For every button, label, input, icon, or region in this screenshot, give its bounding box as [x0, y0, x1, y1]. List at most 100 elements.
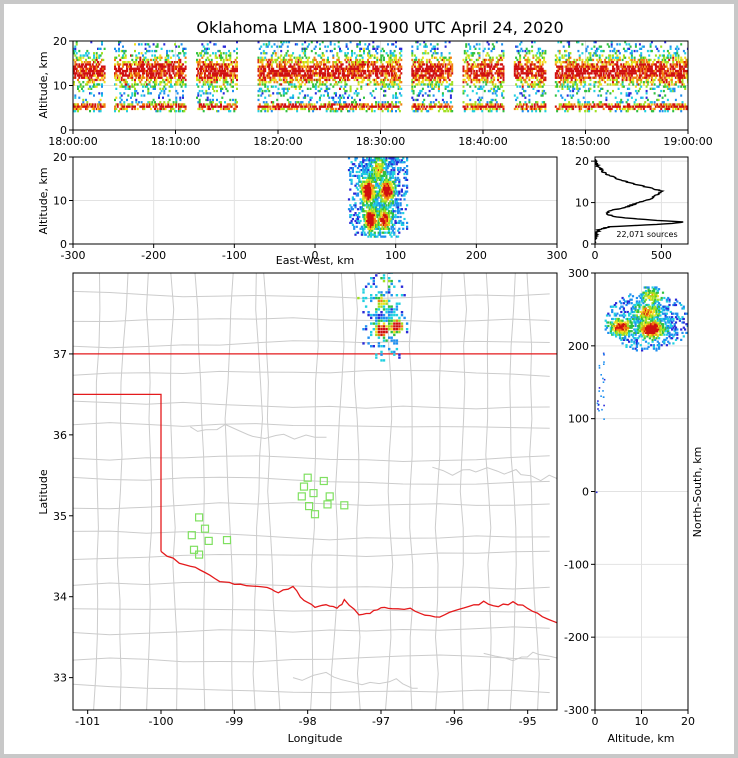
source-cell — [332, 61, 335, 64]
source-cell — [312, 61, 315, 64]
source-cell — [462, 92, 465, 95]
source-cell — [143, 103, 146, 106]
source-cell — [351, 67, 353, 70]
source-cell — [537, 69, 540, 73]
source-cell — [419, 76, 422, 79]
source-cell — [257, 41, 260, 44]
source-cell — [288, 107, 291, 111]
source-cell — [493, 87, 496, 90]
source-cell — [162, 87, 164, 90]
source-cell — [656, 65, 659, 68]
source-cell — [320, 63, 323, 66]
source-cell — [604, 69, 607, 73]
source-cell — [301, 56, 304, 59]
source-cell — [439, 65, 442, 68]
source-cell — [260, 94, 263, 97]
source-cell — [379, 72, 381, 75]
source-cell — [269, 76, 272, 79]
source-cell — [596, 49, 599, 53]
source-cell — [301, 107, 304, 111]
lma-figure: Oklahoma LMA 1800-1900 UTC April 24, 202… — [37, 18, 713, 745]
source-cell — [541, 81, 544, 84]
source-cell — [441, 94, 444, 97]
source-cell — [348, 63, 351, 66]
source-cell — [99, 78, 102, 82]
source-cell — [150, 74, 152, 77]
source-cell — [77, 87, 79, 90]
source-cell — [612, 74, 614, 77]
source-cell — [296, 101, 299, 104]
source-cell — [75, 41, 78, 44]
source-cell — [497, 85, 500, 88]
source-cell — [474, 101, 477, 104]
source-cell — [428, 81, 431, 84]
source-cell — [167, 58, 170, 62]
source-cell — [159, 81, 162, 84]
source-cell — [439, 81, 442, 84]
source-cell — [658, 65, 661, 68]
source-cell — [175, 110, 178, 113]
source-cell — [314, 63, 317, 66]
source-cell — [286, 87, 289, 90]
source-cell — [489, 105, 492, 108]
source-cell — [425, 45, 428, 48]
source-cell — [123, 103, 126, 106]
source-cell — [208, 105, 210, 108]
source-cell — [258, 89, 261, 93]
source-cell — [645, 85, 648, 88]
source-cell — [556, 83, 559, 86]
source-cell — [210, 69, 213, 73]
source-cell — [184, 107, 187, 111]
source-cell — [176, 61, 179, 64]
source-cell — [621, 107, 624, 111]
source-cell — [565, 58, 568, 62]
source-cell — [353, 65, 356, 68]
source-cell — [398, 63, 401, 66]
source-cell — [626, 72, 629, 75]
source-cell — [421, 63, 424, 66]
source-cell — [178, 52, 180, 55]
source-cell — [352, 67, 355, 70]
source-cell — [610, 41, 613, 44]
source-cell — [351, 65, 353, 68]
source-cell — [312, 107, 315, 111]
source-cell — [387, 101, 389, 104]
source-cell — [216, 72, 218, 75]
source-cell — [411, 52, 414, 55]
source-cell — [102, 65, 105, 68]
source-cell — [469, 98, 472, 102]
source-cell — [423, 98, 426, 102]
source-cell — [269, 107, 272, 111]
source-cell — [432, 63, 435, 66]
source-cell — [351, 49, 353, 53]
source-cell — [515, 76, 518, 79]
source-cell — [478, 52, 481, 55]
source-cell — [393, 105, 396, 108]
source-cell — [501, 74, 504, 77]
source-cell — [310, 49, 313, 53]
source-cell — [276, 92, 279, 95]
source-cell — [368, 83, 371, 86]
source-cell — [479, 63, 482, 66]
source-cell — [543, 56, 546, 59]
source-cell — [435, 81, 438, 84]
source-cell — [159, 63, 162, 66]
source-cell — [429, 83, 432, 86]
source-cell — [637, 107, 640, 111]
source-cell — [91, 78, 94, 82]
source-cell — [361, 69, 364, 73]
source-cell — [605, 56, 608, 59]
source-cell — [581, 65, 584, 68]
source-cell — [417, 61, 420, 64]
source-cell — [333, 78, 336, 82]
source-cell — [198, 52, 201, 55]
source-cell — [352, 107, 355, 111]
source-cell — [348, 61, 351, 64]
source-cell — [653, 78, 656, 82]
source-cell — [429, 74, 432, 77]
source-cell — [564, 61, 567, 64]
source-cell — [274, 78, 277, 82]
source-cell — [516, 74, 519, 77]
source-cell — [541, 85, 544, 88]
source-cell — [367, 45, 369, 48]
